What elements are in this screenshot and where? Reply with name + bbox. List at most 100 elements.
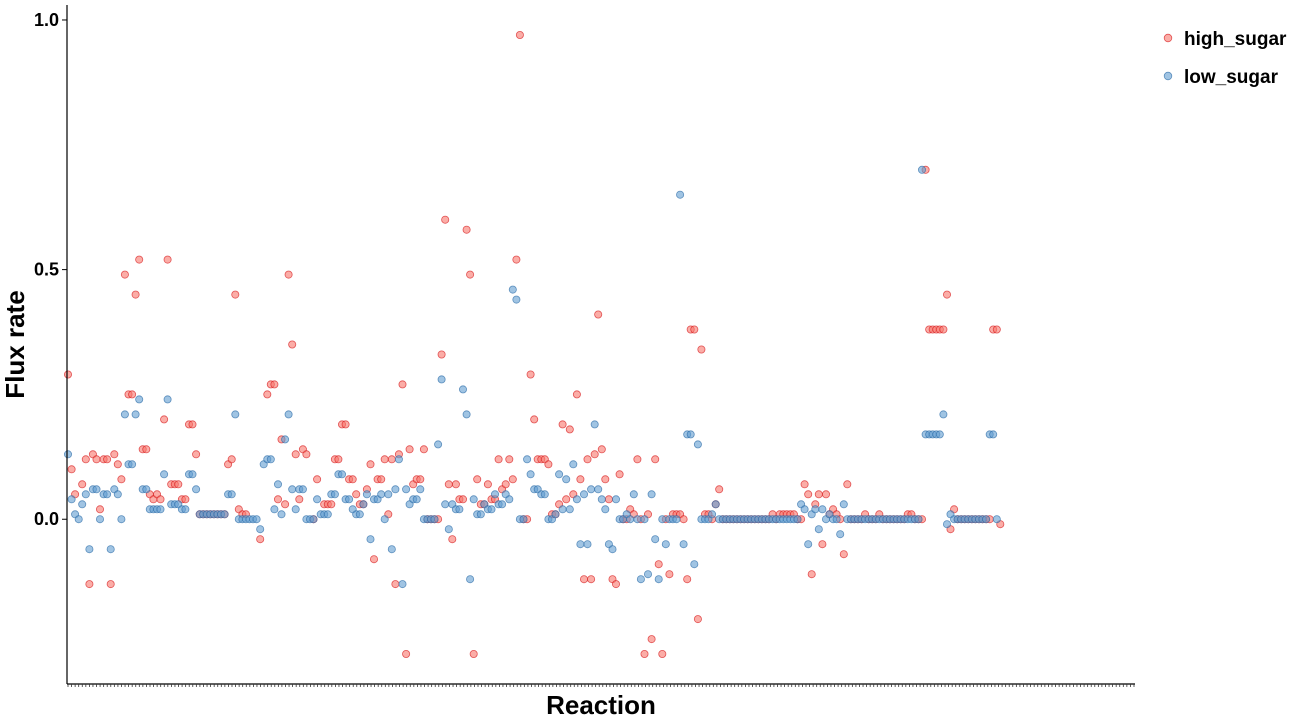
y-axis-ticks: 0.0 0.5 1.0: [34, 10, 67, 529]
legend: high_sugar low_sugar: [1163, 29, 1287, 88]
low_sugar-point: [498, 500, 507, 509]
low_sugar-point: [590, 420, 599, 429]
low_sugar-point: [690, 560, 699, 569]
low_sugar-point: [387, 545, 396, 554]
low_sugar-point: [526, 470, 535, 479]
high_sugar-point: [572, 390, 581, 399]
high_sugar-point: [818, 540, 827, 549]
high_sugar-point: [633, 455, 642, 464]
low_sugar-point: [398, 580, 407, 589]
low_sugar-point: [555, 470, 564, 479]
high_sugar-point: [231, 290, 240, 299]
high_sugar-point: [391, 580, 400, 589]
low_sugar-point: [430, 515, 439, 524]
high_sugar-point: [601, 475, 610, 484]
low_sugar-point: [836, 530, 845, 539]
high_sugar-point: [369, 555, 378, 564]
high_sugar-point: [96, 505, 105, 514]
low_sugar-point: [355, 510, 364, 519]
high_sugar-point: [462, 225, 471, 234]
high_sugar-point: [106, 580, 115, 589]
high_sugar-point: [604, 495, 613, 504]
high_sugar-point: [117, 475, 126, 484]
low_sugar-point: [487, 505, 496, 514]
high_sugar-point: [654, 560, 663, 569]
legend-label-low_sugar: low_sugar: [1184, 67, 1279, 88]
high_sugar-point: [302, 450, 311, 459]
high_sugar-point: [380, 455, 389, 464]
low_sugar-point: [800, 505, 809, 514]
low_sugar-point: [914, 515, 923, 524]
low_sugar-point: [633, 515, 642, 524]
high_sugar-point: [405, 445, 414, 454]
low_sugar-point: [658, 515, 667, 524]
low_sugar-point: [231, 410, 240, 419]
high_sugar-point: [188, 420, 197, 429]
low_sugar-point: [640, 515, 649, 524]
high_sugar-point: [441, 215, 450, 224]
high_sugar-point: [284, 270, 293, 279]
low_sugar-point: [330, 490, 339, 499]
y-axis-title: Flux rate: [0, 290, 30, 398]
high_sugar-point: [192, 450, 201, 459]
high_sugar-point: [81, 455, 90, 464]
high_sugar-point: [939, 325, 948, 334]
high_sugar-point: [615, 470, 624, 479]
high_sugar-point: [565, 425, 574, 434]
high_sugar-point: [843, 480, 852, 489]
high_sugar-point: [501, 480, 510, 489]
high_sugar-point: [67, 465, 76, 474]
low_sugar-point: [120, 410, 129, 419]
low_sugar-point: [96, 515, 105, 524]
high_sugar-point: [640, 650, 649, 659]
low_sugar-point: [580, 490, 589, 499]
low_sugar-point: [982, 515, 991, 524]
high_sugar-point: [526, 370, 535, 379]
low_sugar-point: [629, 490, 638, 499]
high_sugar-point: [943, 290, 952, 299]
low_sugar-point: [380, 515, 389, 524]
y-tick-label: 0.0: [34, 509, 59, 529]
low_sugar-point: [918, 165, 927, 174]
low_sugar-point: [288, 485, 297, 494]
high_sugar-point: [508, 475, 517, 484]
low_sugar-point: [266, 455, 275, 464]
low_sugar-point: [192, 485, 201, 494]
low_sugar-point: [309, 515, 318, 524]
low_sugar-point: [188, 470, 197, 479]
high_sugar-point: [263, 390, 272, 399]
low_sugar-point: [366, 535, 375, 544]
high_sugar-point: [313, 475, 322, 484]
low_sugar-point: [362, 490, 371, 499]
low_sugar-point: [163, 395, 172, 404]
low_sugar-point: [523, 455, 532, 464]
low_sugar-point: [441, 500, 450, 509]
high_sugar-point: [512, 255, 521, 264]
low_sugar-point: [651, 535, 660, 544]
low_sugar-point: [505, 495, 514, 504]
low_sugar-point: [437, 375, 446, 384]
low_sugar-point: [814, 525, 823, 534]
low_sugar-point: [676, 190, 685, 199]
low_sugar-point: [444, 525, 453, 534]
high_sugar-point: [473, 475, 482, 484]
low_sugar-point: [576, 540, 585, 549]
high_sugar-point: [327, 500, 336, 509]
high_sugar-point: [679, 515, 688, 524]
points-layer: [64, 30, 1005, 659]
low_sugar-point: [679, 540, 688, 549]
high_sugar-point: [85, 580, 94, 589]
low_sugar-point: [490, 490, 499, 499]
low_sugar-point: [935, 430, 944, 439]
high_sugar-point: [398, 380, 407, 389]
high_sugar-point: [419, 445, 428, 454]
high_sugar-point: [120, 270, 129, 279]
low_sugar-point: [644, 570, 653, 579]
low_sugar-point: [455, 505, 464, 514]
high_sugar-point: [562, 495, 571, 504]
high_sugar-point: [174, 480, 183, 489]
high_sugar-point: [377, 475, 386, 484]
low_sugar-point: [458, 385, 467, 394]
high_sugar-point: [612, 580, 621, 589]
